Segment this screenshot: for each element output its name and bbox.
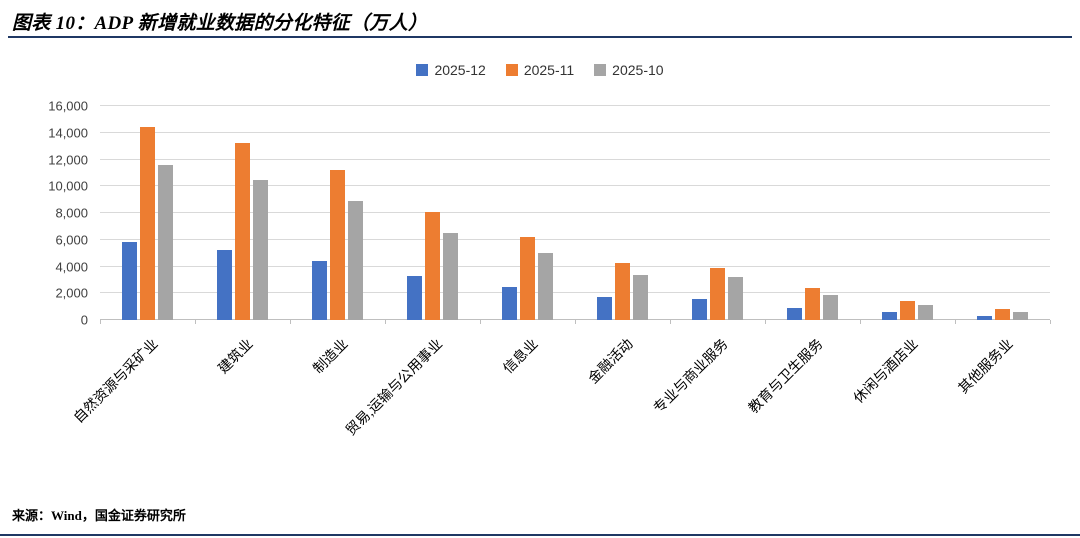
bar-2025-12 [692,298,707,320]
bar-2025-12 [597,297,612,320]
bar-group [575,106,670,320]
legend-item-2025-12: 2025-12 [416,62,486,78]
bar-2025-10 [728,277,743,320]
bar-group [955,106,1050,320]
bar-group [100,106,195,320]
title-underline-rule [8,36,1072,38]
gridline [100,105,1050,106]
legend-item-2025-10: 2025-10 [594,62,664,78]
x-axis-labels: 自然资源与采矿业 建筑业 制造业 贸易,运输与公用事业 信息业 金融活动 专业与商业服务 教育… [71,324,1050,484]
gridline [100,265,1050,267]
y-tick-label: 4,000 [55,259,88,274]
x-tick [195,320,196,324]
x-axis-line [100,319,1050,320]
bar-2025-10 [633,274,648,320]
bar-2025-10 [348,200,363,320]
y-tick-label: 0 [80,312,88,328]
x-tick [955,320,956,324]
bar-2025-10 [158,164,173,320]
bar-2025-12 [312,261,327,320]
source-note: 来源：Wind，国金证券研究所 [12,508,186,523]
bar-2025-11 [330,170,345,320]
bar-2025-11 [995,309,1010,320]
gridline [100,212,1050,213]
bar-group [480,106,575,320]
x-tick [860,320,861,324]
bar-groups [100,106,1050,320]
x-tick-label: 自然资源与采矿业 [71,336,161,427]
gridline [100,131,1050,133]
x-tick-label: 教育与卫生服务 [746,336,826,417]
bar-2025-10 [918,305,933,320]
bar-2025-11 [900,301,915,320]
bar-group [670,106,765,320]
x-tick [290,320,291,324]
bottom-rule [0,534,1080,536]
gridline [100,158,1050,160]
y-tick-label: 10,000 [48,178,88,194]
y-tick-label: 16,000 [48,98,88,114]
bar-2025-11 [805,287,820,320]
x-tick [100,320,101,324]
plot-area [100,105,1051,324]
y-tick-label: 14,000 [48,125,88,141]
gridline [100,238,1050,240]
legend-label: 2025-12 [434,62,486,78]
bar-2025-11 [235,143,250,320]
gridline [100,292,1050,294]
bar-2025-12 [977,316,992,320]
bar-group [195,106,290,320]
x-tick [670,320,671,324]
bar-2025-10 [823,294,838,320]
x-tick [575,320,576,324]
bar-2025-12 [502,286,517,320]
legend-label: 2025-10 [612,62,664,78]
x-tick [480,320,481,324]
bar-2025-12 [122,242,137,320]
x-tick-label: 休闲与酒店业 [850,336,921,407]
x-tick-label: 信息业 [500,336,541,378]
bar-2025-11 [710,267,725,320]
bar-2025-10 [253,179,268,320]
bar-2025-11 [425,211,440,320]
gridline [100,185,1050,187]
bar-group [290,106,385,320]
y-tick-label: 6,000 [55,232,88,248]
x-tick [765,320,766,324]
bar-2025-10 [1013,311,1028,320]
legend-swatch-icon [416,64,429,76]
bar-2025-11 [520,237,535,320]
bar-2025-11 [615,262,630,320]
bar-group [860,106,955,320]
legend-item-2025-11: 2025-11 [505,62,575,78]
x-tick-label: 贸易,运输与公用事业 [343,336,446,440]
y-axis: 0 2,000 4,000 6,000 8,000 10,000 12,000 14,000 1… [8,99,92,328]
bar-2025-12 [882,311,897,320]
legend-label: 2025-11 [523,62,575,78]
y-tick-label: 8,000 [55,205,88,221]
bar-group [765,106,860,320]
bar-group [385,106,480,320]
bar-2025-12 [407,275,422,320]
legend-swatch-icon [594,64,607,76]
chart-title: 图表 10：ADP 新增就业数据的分化特征（万人） [12,13,428,34]
x-tick [1050,320,1051,324]
x-tick-label: 制造业 [310,336,351,378]
x-tick-label: 建筑业 [215,336,256,378]
bar-2025-12 [787,307,802,320]
y-tick-label: 12,000 [48,152,88,167]
y-tick-label: 2,000 [55,285,88,301]
x-tick-label: 其他服务业 [955,336,1016,397]
bar-2025-12 [217,250,232,320]
bar-2025-10 [538,253,553,320]
x-tick [385,320,386,324]
legend-swatch-icon [505,64,518,76]
bar-2025-10 [443,233,458,320]
x-tick-label: 金融活动 [585,336,636,388]
legend: 2025-12 2025-11 2025-10 [0,62,1080,78]
bar-2025-11 [140,127,155,320]
x-tick-label: 专业与商业服务 [651,336,731,417]
